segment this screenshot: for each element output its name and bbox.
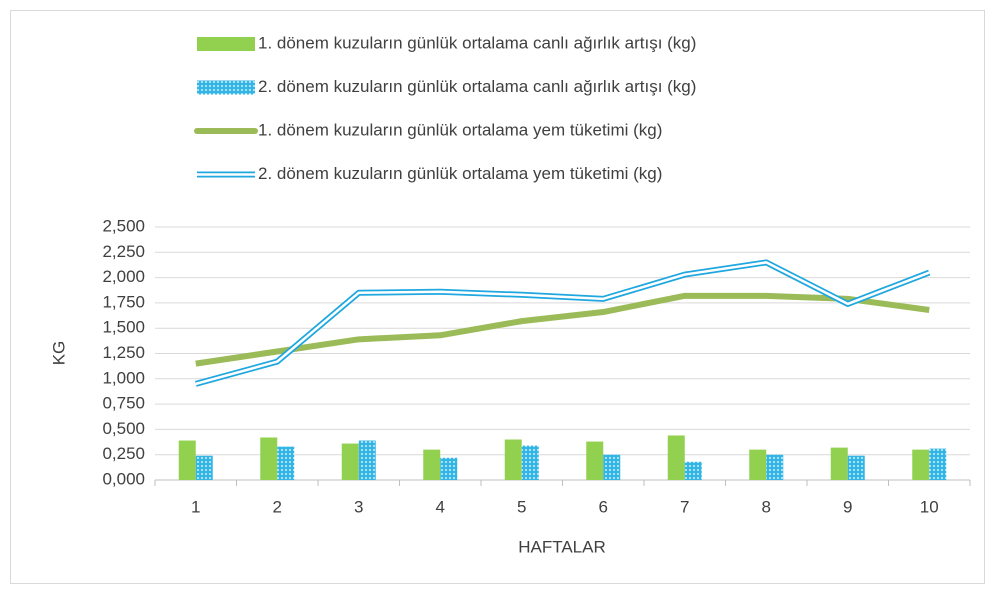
bar [504, 439, 522, 480]
bar [830, 447, 848, 480]
bar [586, 441, 604, 480]
x-tick-label: 9 [843, 497, 852, 516]
bar [260, 437, 278, 480]
y-tick-label: 0,000 [102, 469, 145, 488]
y-tick-label: 0,750 [102, 394, 145, 413]
bar [749, 449, 767, 480]
legend-label: 2. dönem kuzuların günlük ortalama yem t… [258, 164, 662, 183]
x-axis-title: HAFTALAR [518, 537, 606, 556]
bar [440, 457, 458, 480]
bar [521, 445, 539, 480]
bar [178, 440, 196, 480]
bar [358, 440, 376, 480]
bar [277, 446, 295, 480]
bar [341, 443, 359, 480]
y-tick-label: 1,500 [102, 318, 145, 337]
bar [667, 435, 685, 480]
x-tick-label: 10 [920, 497, 939, 516]
y-tick-label: 1,250 [102, 343, 145, 362]
line-series [195, 292, 930, 367]
y-tick-label: 2,250 [102, 242, 145, 261]
bar [847, 455, 865, 480]
bar [423, 449, 441, 480]
y-tick-label: 1,000 [102, 368, 145, 387]
legend-swatch [197, 80, 255, 95]
x-tick-label: 3 [354, 497, 363, 516]
x-tick-label: 2 [273, 497, 282, 516]
bar [195, 455, 213, 480]
bar [684, 461, 702, 480]
x-tick-label: 7 [680, 497, 689, 516]
line-series-inner [195, 261, 930, 386]
legend-swatch [197, 37, 255, 51]
y-tick-label: 2,500 [102, 216, 145, 235]
legend-label: 1. dönem kuzuların günlük ortalama yem t… [258, 120, 662, 139]
x-tick-label: 8 [762, 497, 771, 516]
legend-label: 2. dönem kuzuların günlük ortalama canlı… [258, 77, 696, 96]
bar [929, 448, 947, 480]
bar [603, 454, 621, 480]
bar [766, 454, 784, 480]
legend-label: 1. dönem kuzuların günlük ortalama canlı… [258, 33, 696, 52]
x-tick-label: 1 [191, 497, 200, 516]
y-tick-label: 0,250 [102, 444, 145, 463]
x-tick-label: 5 [517, 497, 526, 516]
y-tick-label: 2,000 [102, 267, 145, 286]
x-tick-label: 4 [436, 497, 445, 516]
y-axis-title: KG [49, 341, 68, 366]
y-tick-label: 1,750 [102, 292, 145, 311]
x-tick-label: 6 [599, 497, 608, 516]
bar [912, 449, 930, 480]
y-tick-label: 0,500 [102, 419, 145, 438]
